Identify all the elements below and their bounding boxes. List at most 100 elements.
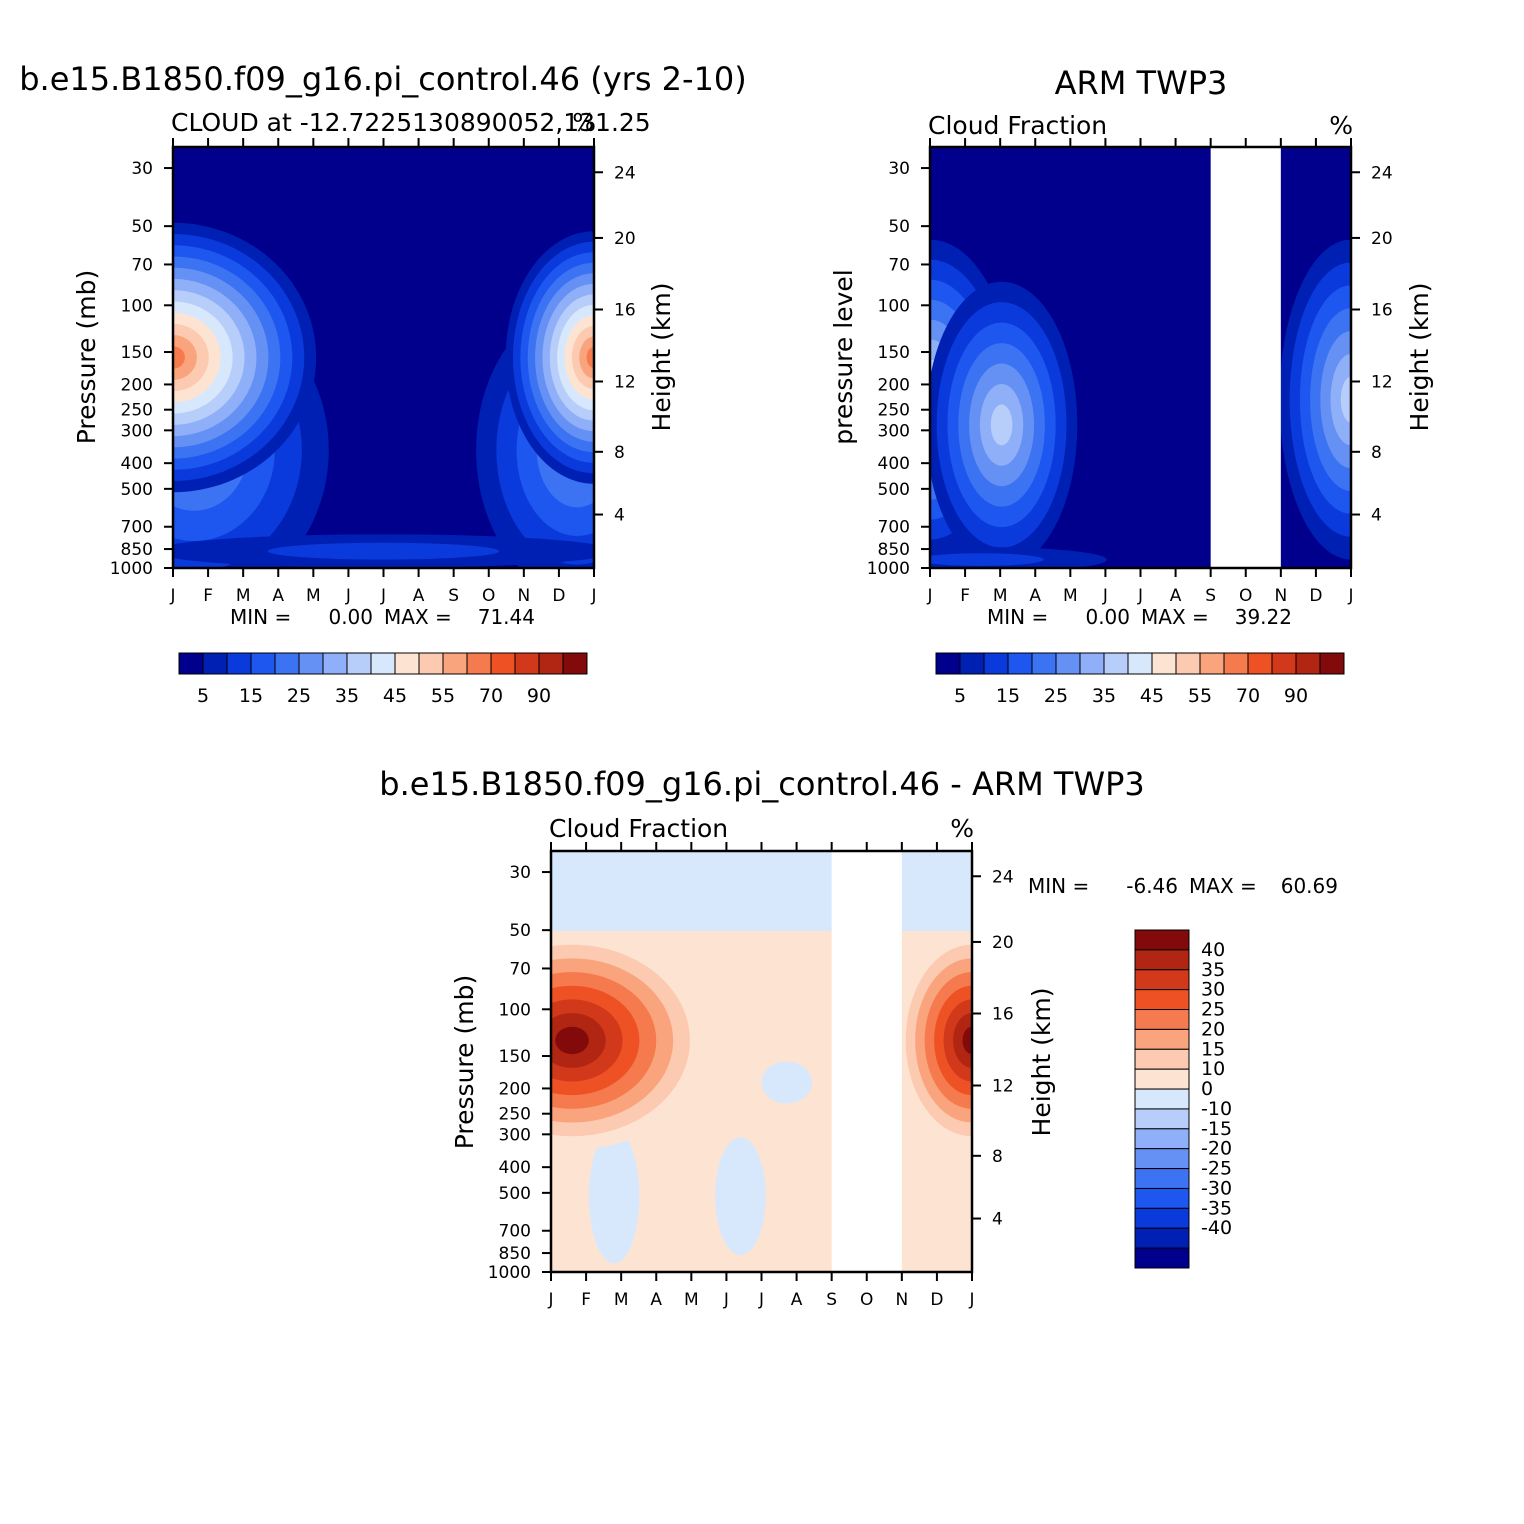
panel-obs-contours: [930, 239, 1351, 568]
x-tick-label: M: [306, 586, 321, 606]
y-right-tick-label: 8: [1371, 443, 1382, 463]
panel-diff: b.e15.B1850.f09_g16.pi_control.46 - ARM …: [379, 765, 1338, 1310]
x-tick-label: S: [826, 1290, 837, 1310]
colorbar-swatch: [1134, 1247, 1190, 1269]
colorbar-swatch: [1134, 949, 1190, 971]
panel-diff-min-value: -6.46: [1126, 874, 1178, 898]
y-right-tick-label: 4: [992, 1210, 1003, 1230]
y-tick-label: 1000: [867, 559, 910, 579]
panel-obs-plot-area: [930, 147, 1351, 568]
colorbar-swatch: [1127, 652, 1153, 675]
panel-obs-subtitle: Cloud Fraction: [928, 111, 1107, 140]
panel-diff-contours: [551, 851, 972, 1264]
colorbar-label: -40: [1201, 1217, 1232, 1239]
x-tick-label: O: [482, 586, 495, 606]
colorbar-label: 0: [1201, 1078, 1213, 1100]
cloud-contour: [990, 404, 1013, 446]
colorbar-swatch: [1134, 929, 1190, 951]
panel-model-plot-area: [173, 147, 594, 568]
y-tick-label: 100: [878, 296, 910, 316]
y-right-tick-label: 16: [1371, 301, 1393, 321]
y-tick-label: 300: [499, 1125, 531, 1145]
panel-diff-max-label: MAX =: [1189, 874, 1257, 898]
y-tick-label: 400: [121, 454, 153, 474]
colorbar-swatch: [1134, 1168, 1190, 1189]
y-tick-label: 850: [121, 540, 153, 560]
y-tick-label: 500: [499, 1184, 531, 1204]
colorbar-label: 20: [1201, 1018, 1225, 1040]
x-tick-label: J: [380, 586, 386, 606]
colorbar-swatch: [1079, 652, 1105, 675]
colorbar-label: 55: [431, 685, 455, 707]
panel-model-max-label: MAX =: [384, 605, 452, 629]
y-tick-label: 400: [878, 454, 910, 474]
y-tick-label: 850: [499, 1244, 531, 1264]
panel-obs-max-value: 39.22: [1235, 605, 1292, 629]
panel-model-contours: [173, 222, 594, 568]
y-tick-label: 150: [499, 1047, 531, 1067]
colorbar-label: 5: [954, 685, 966, 707]
colorbar-swatch: [1134, 1048, 1190, 1070]
anomaly-positive: [962, 1026, 972, 1055]
y-tick-label: 1000: [110, 559, 153, 579]
panel-obs-min-value: 0.00: [1085, 605, 1130, 629]
panel-model-colorbar: 5 15 25 35 45 55 70 90: [178, 652, 588, 707]
colorbar-swatch: [1103, 652, 1129, 675]
colorbar-label: -35: [1201, 1197, 1232, 1219]
x-tick-label: O: [860, 1290, 873, 1310]
x-tick-label: J: [1347, 586, 1353, 606]
x-tick-label: N: [1274, 586, 1287, 606]
colorbar-swatch: [1134, 1009, 1190, 1030]
colorbar-label: 25: [1201, 999, 1225, 1021]
colorbar-label: -20: [1201, 1138, 1232, 1160]
colorbar-swatch: [298, 652, 324, 675]
panel-diff-max-value: 60.69: [1281, 874, 1338, 898]
x-tick-label: A: [272, 586, 284, 606]
x-tick-label: J: [547, 1290, 553, 1310]
x-tick-label: J: [926, 586, 932, 606]
y-tick-label: 1000: [488, 1263, 531, 1283]
colorbar-swatch: [394, 652, 420, 675]
colorbar-swatch: [466, 652, 492, 675]
colorbar-label: 5: [197, 685, 209, 707]
colorbar-label: 55: [1188, 685, 1212, 707]
anomaly-negative: [588, 1128, 640, 1264]
colorbar-swatch: [346, 652, 372, 675]
y-tick-label: 100: [499, 1000, 531, 1020]
colorbar-swatch: [959, 652, 985, 675]
colorbar-label: 30: [1201, 979, 1225, 1001]
y-right-tick-label: 16: [614, 301, 636, 321]
panel-model-min-label: MIN =: [230, 605, 291, 629]
x-tick-label: M: [614, 1290, 629, 1310]
x-tick-label: N: [517, 586, 530, 606]
colorbar-label: -15: [1201, 1118, 1232, 1140]
colorbar-swatch: [1055, 652, 1081, 675]
y-tick-label: 250: [878, 401, 910, 421]
panel-model-ylabel: Pressure (mb): [72, 270, 101, 444]
panel-obs-colorbar: 5 15 25 35 45 55 70 90: [935, 652, 1345, 707]
colorbar-swatch: [514, 652, 540, 675]
x-tick-label: J: [1102, 586, 1108, 606]
y-tick-label: 70: [888, 255, 910, 275]
colorbar-swatch: [1134, 1148, 1190, 1170]
colorbar-swatch: [1295, 652, 1321, 675]
x-tick-label: J: [758, 1290, 764, 1310]
anomaly-negative: [715, 1137, 766, 1256]
y-tick-label: 70: [509, 959, 531, 979]
colorbar-swatch: [1134, 1108, 1190, 1130]
anomaly-negative: [551, 851, 972, 931]
x-tick-label: J: [968, 1290, 974, 1310]
y-tick-label: 50: [509, 921, 531, 941]
x-tick-label: D: [930, 1290, 943, 1310]
x-tick-label: N: [895, 1290, 908, 1310]
colorbar-label: 45: [383, 685, 407, 707]
y-tick-label: 150: [878, 343, 910, 363]
panel-obs-min-label: MIN =: [987, 605, 1048, 629]
x-tick-label: D: [552, 586, 565, 606]
panel-diff-missing-data: [831, 851, 902, 1272]
y-tick-label: 250: [121, 401, 153, 421]
x-tick-label: J: [169, 586, 175, 606]
